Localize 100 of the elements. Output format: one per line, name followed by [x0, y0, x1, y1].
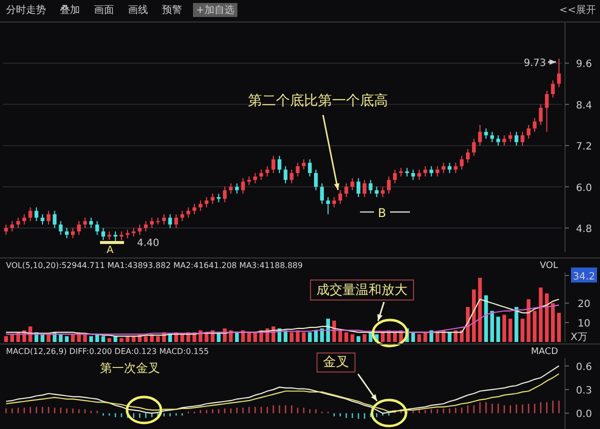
- annotation: A: [106, 245, 114, 256]
- candlestick: [16, 217, 20, 228]
- bar: [514, 307, 518, 342]
- candlestick: [4, 224, 8, 236]
- candlestick: [150, 217, 154, 228]
- candlestick: [386, 176, 391, 194]
- candlestick: [22, 214, 26, 226]
- candlestick: [484, 128, 488, 140]
- y-tick-label: 9.6: [576, 59, 592, 70]
- bar: [114, 336, 118, 342]
- candlestick: [308, 158, 312, 177]
- candlestick: [259, 169, 264, 180]
- candlestick: [210, 193, 215, 204]
- bar: [393, 332, 397, 342]
- text: 画面: [94, 5, 114, 16]
- bar: [557, 312, 561, 342]
- text: 叠加: [60, 4, 80, 16]
- bar: [484, 295, 488, 342]
- candlestick: [174, 214, 178, 228]
- annotation: 9.73: [524, 58, 546, 69]
- bar: [302, 332, 306, 342]
- y-tick-label: 6.0: [576, 182, 592, 194]
- candlestick: [544, 90, 549, 132]
- candlestick: [478, 124, 482, 146]
- candlestick: [235, 182, 239, 194]
- bar: [490, 310, 494, 342]
- candlestick: [253, 172, 258, 184]
- candlestick: [314, 169, 318, 191]
- y-tick-label: 10: [578, 318, 590, 330]
- text: 预警: [162, 4, 182, 16]
- bar: [326, 318, 330, 342]
- candlestick: [46, 210, 50, 226]
- bar: [350, 334, 354, 342]
- candlestick: [454, 162, 458, 174]
- candlestick: [290, 169, 294, 184]
- y-tick-label: 8.4: [576, 100, 592, 112]
- bar: [120, 338, 124, 342]
- bar: [284, 330, 288, 342]
- candlestick: [83, 217, 87, 228]
- text: 画线: [128, 4, 148, 16]
- candlestick: [380, 186, 385, 198]
- candlestick: [472, 138, 476, 156]
- bar: [436, 332, 440, 342]
- candlestick: [198, 200, 202, 212]
- bar: [235, 332, 239, 342]
- candlestick: [538, 104, 543, 126]
- bar: [126, 336, 130, 342]
- chart-title: VOL(5,10,20):52944.711 MA1:43893.882 MA2:41641.208 MA3:41188.889: [6, 261, 303, 270]
- candlestick: [496, 134, 500, 146]
- candlestick: [144, 220, 148, 232]
- candlestick: [296, 162, 300, 177]
- candlestick: [180, 210, 184, 222]
- candlestick: [374, 186, 379, 198]
- candlestick: [265, 166, 270, 177]
- candlestick: [77, 220, 81, 236]
- candlestick: [192, 203, 196, 215]
- annotation: 金叉: [323, 355, 349, 370]
- candlestick: [514, 131, 518, 146]
- candlestick: [411, 169, 416, 180]
- candlestick: [89, 217, 93, 228]
- candlestick: [368, 179, 372, 194]
- candlestick: [204, 196, 208, 208]
- text: 分时走势: [6, 4, 46, 16]
- bar: [344, 332, 348, 342]
- candlestick: [338, 190, 342, 204]
- candlestick: [241, 178, 245, 194]
- candlestick: [551, 80, 555, 98]
- bar: [144, 336, 148, 342]
- candlestick: [417, 169, 422, 180]
- candlestick: [526, 124, 530, 140]
- candlestick: [502, 134, 506, 146]
- candlestick: [58, 220, 63, 236]
- bar: [362, 334, 366, 342]
- candlestick: [162, 214, 166, 226]
- text: <<展开: [559, 5, 596, 16]
- candlestick: [64, 227, 69, 239]
- bar: [156, 336, 160, 342]
- candlestick: [101, 227, 106, 240]
- y-tick-label: 0.6: [576, 362, 592, 373]
- y-tick-label: 20: [578, 299, 590, 310]
- candlestick: [114, 230, 118, 242]
- bar: [496, 316, 500, 342]
- bar: [314, 330, 318, 342]
- candlestick: [138, 224, 142, 236]
- candlestick: [350, 178, 354, 191]
- y-axis-title: X万: [570, 332, 588, 343]
- text: VOL: [540, 261, 558, 271]
- bar: [290, 332, 294, 342]
- text: MACD: [531, 347, 558, 357]
- bar: [101, 336, 106, 342]
- bar: [526, 299, 530, 342]
- y-tick-label: 0.3: [576, 386, 592, 397]
- y-tick-label: 0.0: [576, 409, 592, 420]
- annotation: 第二个底比第一个底高: [248, 93, 388, 109]
- candlestick: [52, 210, 57, 228]
- text: +加自选: [196, 4, 234, 16]
- y-tick-label: 7.2: [576, 142, 592, 153]
- bar: [89, 336, 93, 342]
- bar: [508, 318, 512, 342]
- candlestick: [326, 196, 330, 215]
